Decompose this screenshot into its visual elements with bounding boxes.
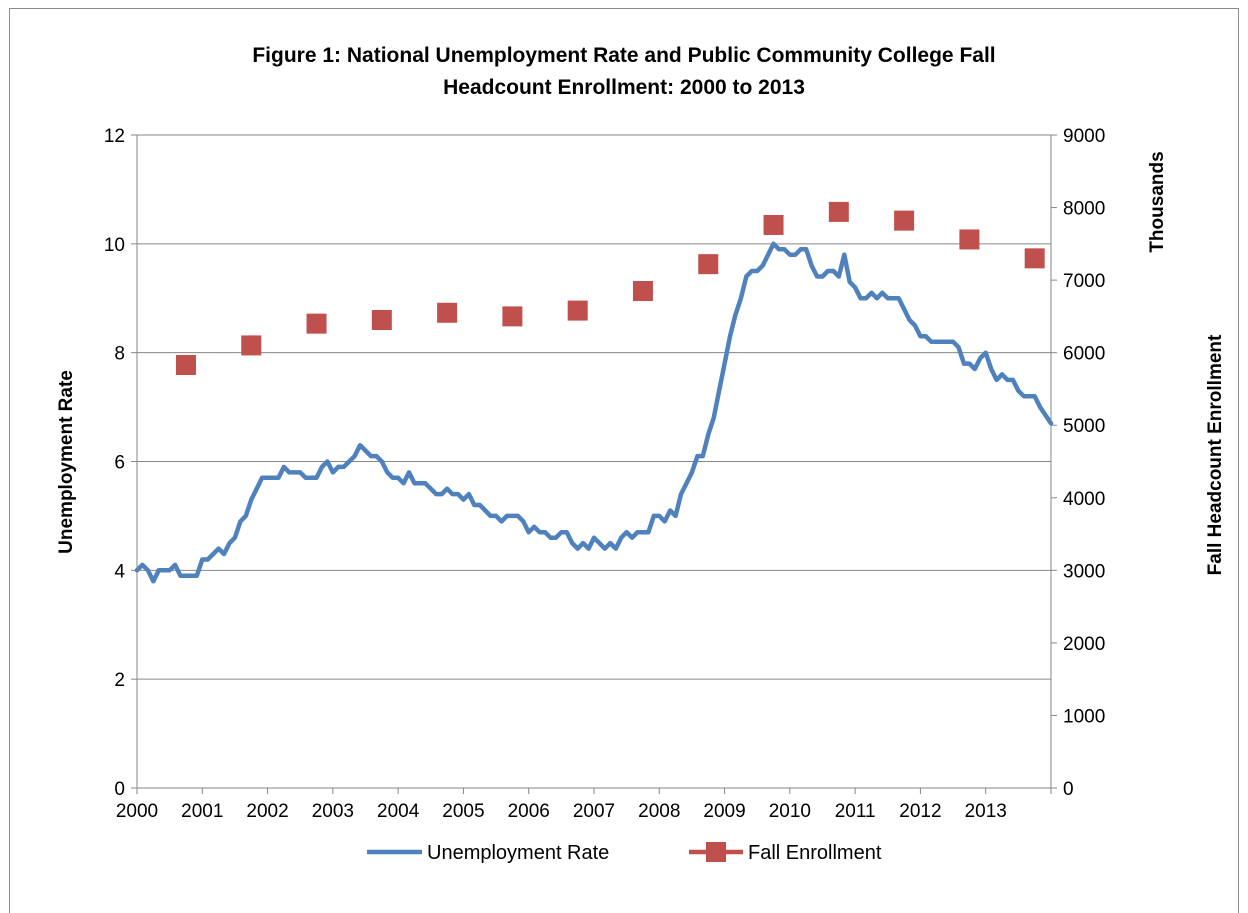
- x-tick-label: 2012: [899, 801, 941, 822]
- fall-enrollment-marker: [632, 280, 653, 301]
- fall-enrollment-marker: [763, 214, 784, 235]
- left-tick-label: 10: [104, 235, 125, 256]
- x-axis-ticks: 2000 2001 2002 2003 2004 2005 2006 2007 2008 2009…: [116, 788, 1052, 822]
- legend: Unemployment Rate Fall Enrollment: [367, 842, 882, 864]
- fall-enrollment-marker: [1024, 248, 1045, 269]
- right-tick-label: 0: [1063, 779, 1074, 800]
- right-axis-title: Fall Headcount Enrollment: [1205, 334, 1226, 575]
- chart-frame: [9, 8, 1239, 913]
- x-tick-label: 2002: [246, 801, 288, 822]
- left-tick-label: 2: [114, 670, 125, 691]
- legend-label-enrollment: Fall Enrollment: [748, 842, 882, 864]
- fall-enrollment-marker: [959, 229, 980, 250]
- x-tick-label: 2008: [638, 801, 680, 822]
- x-tick-label: 2010: [769, 801, 811, 822]
- fall-enrollment-marker: [175, 355, 196, 376]
- chart-title-line-2: Headcount Enrollment: 2000 to 2013: [443, 76, 805, 99]
- right-tick-label: 9000: [1063, 126, 1105, 147]
- fall-enrollment-marker: [306, 313, 327, 334]
- x-tick-label: 2003: [312, 801, 354, 822]
- legend-label-unemployment: Unemployment Rate: [427, 842, 609, 864]
- left-tick-label: 0: [114, 779, 125, 800]
- right-tick-label: 5000: [1063, 416, 1105, 437]
- left-tick-label: 4: [114, 561, 125, 582]
- x-tick-label: 2007: [573, 801, 615, 822]
- left-tick-label: 12: [104, 126, 125, 147]
- right-tick-label: 1000: [1063, 706, 1105, 727]
- right-axis-ticks: 0 1000 2000 3000 4000 5000 6000 7000 8000 9000: [1051, 126, 1105, 800]
- legend-swatch-enrollment-marker: [706, 842, 726, 862]
- left-axis-title: Unemployment Rate: [56, 370, 77, 554]
- x-tick-label: 2001: [181, 801, 223, 822]
- x-tick-label: 2011: [835, 801, 876, 822]
- gridlines: [137, 134, 1051, 680]
- fall-enrollment-marker: [894, 210, 915, 231]
- right-tick-label: 3000: [1063, 561, 1105, 582]
- right-tick-label: 8000: [1063, 199, 1105, 220]
- fall-enrollment-marker: [371, 310, 392, 331]
- fall-enrollment-marker: [828, 201, 849, 222]
- x-tick-label: 2009: [703, 801, 745, 822]
- x-tick-label: 2013: [965, 801, 1007, 822]
- right-tick-label: 6000: [1063, 344, 1105, 365]
- fall-enrollment-marker: [567, 300, 588, 321]
- unemployment-rate-line: [134, 241, 1054, 584]
- right-tick-label: 7000: [1063, 271, 1105, 292]
- fall-enrollment-marker: [502, 306, 523, 327]
- chart-title-line-1: Figure 1: National Unemployment Rate and…: [252, 44, 995, 67]
- series-layer: [134, 201, 1054, 584]
- fall-enrollment-marker: [698, 254, 719, 275]
- x-tick-label: 2006: [508, 801, 550, 822]
- right-tick-label: 2000: [1063, 634, 1105, 655]
- left-tick-label: 6: [114, 453, 125, 474]
- left-tick-label: 8: [114, 344, 125, 365]
- x-tick-label: 2000: [116, 801, 158, 822]
- right-tick-label: 4000: [1063, 489, 1105, 510]
- fall-enrollment-marker: [437, 302, 458, 323]
- fall-enrollment-marker: [241, 335, 262, 356]
- x-tick-label: 2005: [442, 801, 484, 822]
- left-axis-ticks: 0 2 4 6 8 10 12: [104, 126, 137, 800]
- right-axis-unit-label: Thousands: [1147, 151, 1168, 252]
- x-tick-label: 2004: [377, 801, 420, 822]
